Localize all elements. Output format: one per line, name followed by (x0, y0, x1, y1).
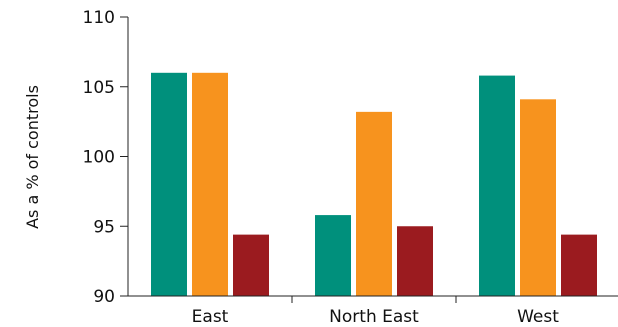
bar (520, 99, 556, 297)
bar (561, 234, 597, 296)
y-tick-label: 100 (83, 148, 115, 168)
bar (356, 111, 392, 296)
bars (151, 72, 597, 297)
x-axis: East North East West (128, 295, 618, 327)
bar (479, 75, 515, 296)
bar (315, 215, 351, 296)
y-axis: 90 95 100 105 110 (83, 8, 129, 307)
y-tick-label: 90 (93, 287, 115, 307)
x-category-label: East (192, 307, 229, 327)
y-tick-label: 105 (83, 78, 115, 98)
bar (151, 72, 187, 296)
x-category-label: West (517, 307, 559, 327)
x-category-label: North East (329, 307, 419, 327)
y-tick-label: 110 (83, 8, 115, 28)
bar (233, 234, 269, 296)
bar (192, 72, 228, 296)
bar (397, 226, 433, 296)
y-axis-label: As a % of controls (23, 85, 42, 229)
y-tick-label: 95 (93, 217, 115, 237)
